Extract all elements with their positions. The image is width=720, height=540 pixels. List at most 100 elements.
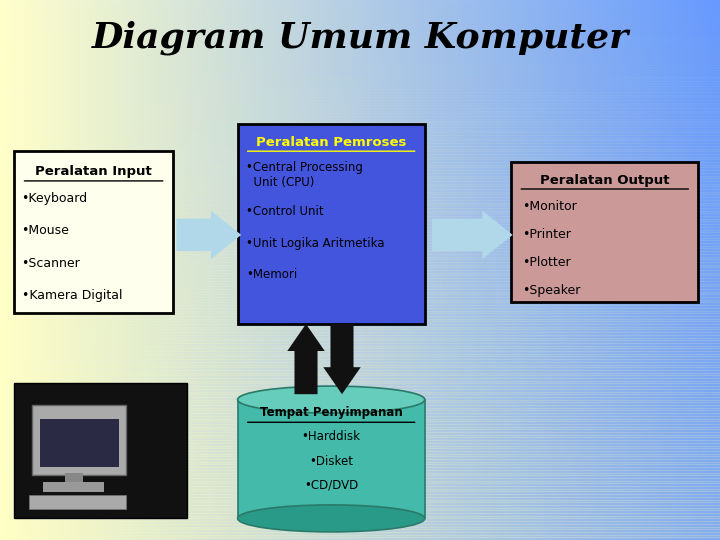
Bar	[410, 0, 414, 540]
Text: Peralatan Pemroses: Peralatan Pemroses	[256, 136, 406, 149]
Bar	[0, 8, 720, 11]
Bar	[0, 364, 720, 367]
Bar	[0, 230, 720, 232]
Bar	[191, 0, 194, 540]
Bar	[173, 0, 176, 540]
Bar	[0, 221, 720, 224]
Bar	[0, 132, 720, 135]
Bar	[0, 416, 720, 418]
Bar	[0, 486, 720, 489]
Bar	[288, 0, 292, 540]
Bar	[0, 435, 720, 437]
Bar	[0, 478, 720, 481]
Bar	[508, 0, 511, 540]
Bar	[0, 356, 720, 359]
Bar	[43, 482, 104, 492]
Bar	[0, 275, 720, 278]
Bar	[590, 0, 594, 540]
Bar	[0, 205, 720, 208]
Bar	[0, 427, 720, 429]
Bar	[526, 0, 529, 540]
Text: •Harddisk: •Harddisk	[302, 430, 361, 443]
Bar	[295, 0, 299, 540]
Bar	[0, 124, 720, 127]
Bar	[432, 0, 436, 540]
Bar	[0, 184, 720, 186]
Text: Peralatan Output: Peralatan Output	[540, 174, 670, 187]
Bar	[0, 470, 720, 472]
Bar	[119, 0, 122, 540]
Bar	[691, 0, 695, 540]
Bar	[0, 354, 720, 356]
Bar	[630, 0, 634, 540]
Bar	[490, 0, 493, 540]
Text: •Keyboard: •Keyboard	[22, 192, 88, 205]
Bar	[0, 375, 720, 378]
Bar	[0, 68, 720, 70]
Bar	[0, 235, 720, 238]
Bar	[0, 481, 720, 483]
Bar	[0, 265, 720, 267]
Bar	[137, 0, 140, 540]
Bar	[0, 367, 720, 370]
Bar	[0, 181, 720, 184]
Bar	[594, 0, 598, 540]
Bar	[94, 0, 97, 540]
Bar	[680, 0, 684, 540]
Text: •Scanner: •Scanner	[22, 256, 81, 269]
Bar	[0, 192, 720, 194]
Bar	[40, 0, 43, 540]
Bar	[0, 267, 720, 270]
Bar	[112, 0, 115, 540]
Bar	[50, 0, 54, 540]
Bar	[155, 0, 158, 540]
Bar	[0, 246, 720, 248]
Bar	[169, 0, 173, 540]
Bar	[0, 494, 720, 497]
Text: Tempat Penyimpanan: Tempat Penyimpanan	[260, 406, 402, 419]
Bar	[0, 340, 720, 343]
Bar	[0, 16, 720, 19]
Bar	[29, 0, 32, 540]
Bar	[547, 0, 551, 540]
Bar	[209, 0, 212, 540]
Bar	[587, 0, 590, 540]
Polygon shape	[323, 324, 361, 394]
Bar	[0, 111, 720, 113]
Bar	[0, 224, 720, 227]
Bar	[515, 0, 518, 540]
Bar	[385, 0, 389, 540]
Bar	[0, 284, 720, 286]
Bar	[252, 0, 256, 540]
Bar	[245, 0, 248, 540]
Bar	[4, 0, 7, 540]
Bar	[709, 0, 713, 540]
Bar	[0, 456, 720, 459]
Bar	[0, 148, 720, 151]
Bar	[580, 0, 583, 540]
Bar	[392, 0, 396, 540]
Bar	[572, 0, 576, 540]
Bar	[518, 0, 522, 540]
Bar	[540, 0, 544, 540]
Bar	[0, 516, 720, 518]
Bar	[0, 11, 720, 14]
Bar	[342, 0, 346, 540]
Bar	[0, 294, 720, 297]
Bar	[238, 400, 425, 518]
Bar	[0, 535, 720, 537]
Bar	[378, 0, 382, 540]
Bar	[367, 0, 371, 540]
Bar	[695, 0, 698, 540]
Bar	[0, 273, 720, 275]
Bar	[234, 0, 238, 540]
Bar	[0, 524, 720, 526]
Text: •Kamera Digital: •Kamera Digital	[22, 289, 122, 302]
Bar	[583, 0, 587, 540]
Bar	[0, 154, 720, 157]
Bar	[425, 0, 428, 540]
Bar	[475, 0, 479, 540]
Bar	[302, 0, 306, 540]
Bar	[0, 256, 720, 259]
Bar	[626, 0, 630, 540]
